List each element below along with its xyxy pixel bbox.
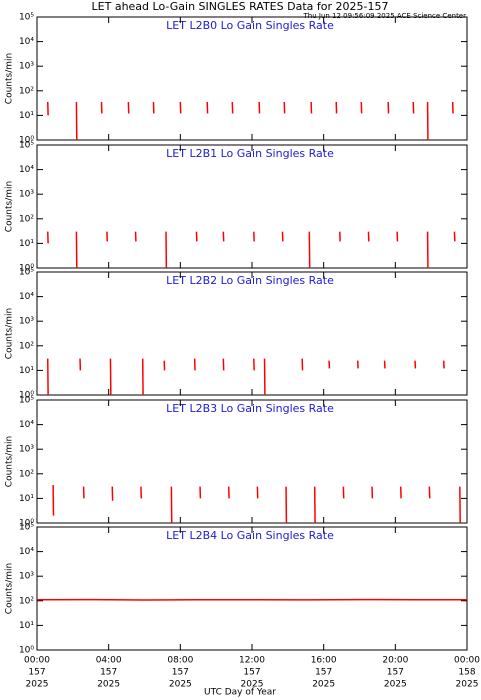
x-tick-day: 157 <box>387 668 404 678</box>
y-tick-label: 10² <box>19 469 34 479</box>
y-tick-label: 10³ <box>19 62 34 72</box>
y-tick-label: 10⁰ <box>19 519 34 529</box>
x-tick-day: 157 <box>100 668 117 678</box>
x-tick-day: 157 <box>172 668 189 678</box>
panel-title: LET L2B2 Lo Gain Singles Rate <box>166 274 334 287</box>
x-tick-year: 2025 <box>312 680 335 690</box>
panel-title: LET L2B3 Lo Gain Singles Rate <box>166 402 334 415</box>
x-tick-year: 2025 <box>456 680 479 690</box>
data-line <box>52 485 461 524</box>
y-tick-label: 10¹ <box>19 366 34 376</box>
y-tick-label: 10⁴ <box>19 37 34 47</box>
y-tick-label: 10² <box>19 341 34 351</box>
x-tick-year: 2025 <box>384 680 407 690</box>
x-tick-label: 20:00 <box>382 656 408 666</box>
y-axis-label: Counts/min <box>5 308 15 359</box>
y-tick-label: 10⁰ <box>19 391 34 401</box>
y-tick-label: 10⁰ <box>19 264 34 274</box>
chart-title: LET ahead Lo-Gain SINGLES RATES Data for… <box>92 0 389 13</box>
y-tick-label: 10⁵ <box>19 141 34 151</box>
x-axis-label: UTC Day of Year <box>204 688 276 698</box>
y-tick-label: 10⁴ <box>19 420 34 430</box>
y-tick-label: 10² <box>19 596 34 606</box>
y-tick-label: 10² <box>19 214 34 224</box>
y-tick-label: 10⁰ <box>19 136 34 146</box>
data-line <box>47 101 454 141</box>
panel-title: LET L2B0 Lo Gain Singles Rate <box>166 19 334 32</box>
y-tick-label: 10⁵ <box>19 523 34 533</box>
x-tick-day: 157 <box>315 668 332 678</box>
y-tick-label: 10¹ <box>19 111 34 121</box>
y-tick-label: 10¹ <box>19 494 34 504</box>
y-tick-label: 10⁵ <box>19 396 34 406</box>
x-tick-day: 158 <box>458 668 475 678</box>
y-axis-label: Counts/min <box>5 53 15 104</box>
y-tick-label: 10¹ <box>19 239 34 249</box>
x-tick-label: 00:00 <box>454 656 480 666</box>
x-tick-day: 157 <box>28 668 45 678</box>
y-tick-label: 10² <box>19 86 34 96</box>
y-tick-label: 10⁰ <box>19 646 34 656</box>
x-tick-year: 2025 <box>169 680 192 690</box>
x-tick-day: 157 <box>243 668 260 678</box>
x-tick-label: 16:00 <box>311 656 337 666</box>
y-tick-label: 10³ <box>19 572 34 582</box>
y-tick-label: 10³ <box>19 445 34 455</box>
data-line <box>47 231 456 269</box>
x-tick-label: 12:00 <box>239 656 265 666</box>
y-tick-label: 10¹ <box>19 621 34 631</box>
y-tick-label: 10⁴ <box>19 547 34 557</box>
y-axis-label: Counts/min <box>5 181 15 232</box>
x-tick-label: 08:00 <box>167 656 193 666</box>
x-tick-year: 2025 <box>26 680 49 690</box>
x-tick-label: 04:00 <box>96 656 122 666</box>
y-tick-label: 10³ <box>19 190 34 200</box>
x-tick-year: 2025 <box>241 680 264 690</box>
y-axis-label: Counts/min <box>5 563 15 614</box>
y-tick-label: 10³ <box>19 317 34 327</box>
panel-title: LET L2B1 Lo Gain Singles Rate <box>166 147 334 160</box>
y-axis-label: Counts/min <box>5 436 15 487</box>
x-tick-label: 00:00 <box>24 656 50 666</box>
data-line <box>47 358 445 396</box>
y-tick-label: 10⁵ <box>19 268 34 278</box>
y-tick-label: 10⁵ <box>19 13 34 23</box>
chart-subtitle: Thu Jun 12 09:56:09 2025 ACE Science Cen… <box>303 12 467 20</box>
y-tick-label: 10⁴ <box>19 165 34 175</box>
panel-title: LET L2B4 Lo Gain Singles Rate <box>166 529 334 542</box>
x-tick-year: 2025 <box>97 680 120 690</box>
y-tick-label: 10⁴ <box>19 292 34 302</box>
